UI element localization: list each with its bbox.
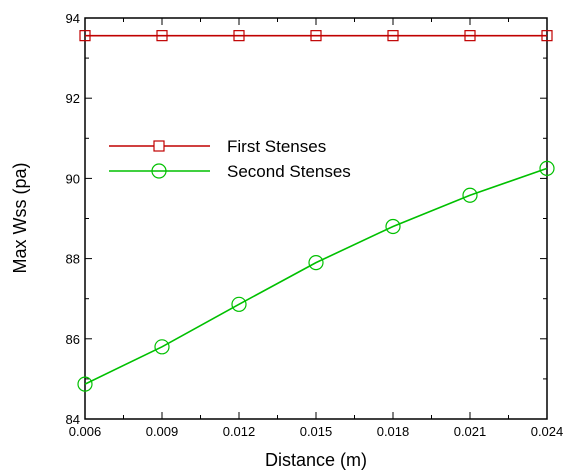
data-point-circle [308,255,324,271]
y-axis-title: Max Wss (pa) [10,162,30,273]
x-tick-label: 0.009 [146,424,179,439]
legend: First Stenses Second Stenses [109,137,351,181]
legend-square-marker [153,140,165,152]
x-tick-label: 0.012 [223,424,256,439]
data-point-square [387,30,399,42]
data-point-square [310,30,322,42]
data-point-square [464,30,476,42]
legend-circle-marker [151,163,167,179]
data-point-circle [539,160,555,176]
x-axis-title: Distance (m) [265,450,367,470]
data-point-square [156,30,168,42]
data-point-square [79,30,91,42]
legend-label-first-stenses: First Stenses [227,137,326,156]
x-tick-label: 0.015 [300,424,333,439]
y-tick-label: 86 [66,332,80,347]
plot-frame [84,17,548,420]
y-tick-label: 84 [66,412,80,427]
x-tick-label: 0.006 [69,424,102,439]
y-tick-label: 88 [66,252,80,267]
data-point-circle [462,187,478,203]
y-tick-label: 94 [66,11,80,26]
data-point-circle [77,376,93,392]
legend-label-second-stenses: Second Stenses [227,162,351,181]
y-axis-ticks: 84 86 88 90 92 94 [66,11,547,427]
y-tick-label: 90 [66,171,80,186]
data-point-circle [385,218,401,235]
data-point-circle [154,339,170,355]
series-line-2 [84,167,548,385]
x-axis-ticks: 0.006 0.009 0.012 0.015 0.018 0.021 0.024 [69,18,564,439]
data-point-square [541,30,553,42]
series-layer [77,30,555,392]
data-point-square [233,30,245,42]
x-tick-label: 0.024 [531,424,564,439]
x-tick-label: 0.018 [377,424,410,439]
x-tick-label: 0.021 [454,424,487,439]
data-point-circle [231,296,247,312]
y-tick-label: 92 [66,91,80,106]
